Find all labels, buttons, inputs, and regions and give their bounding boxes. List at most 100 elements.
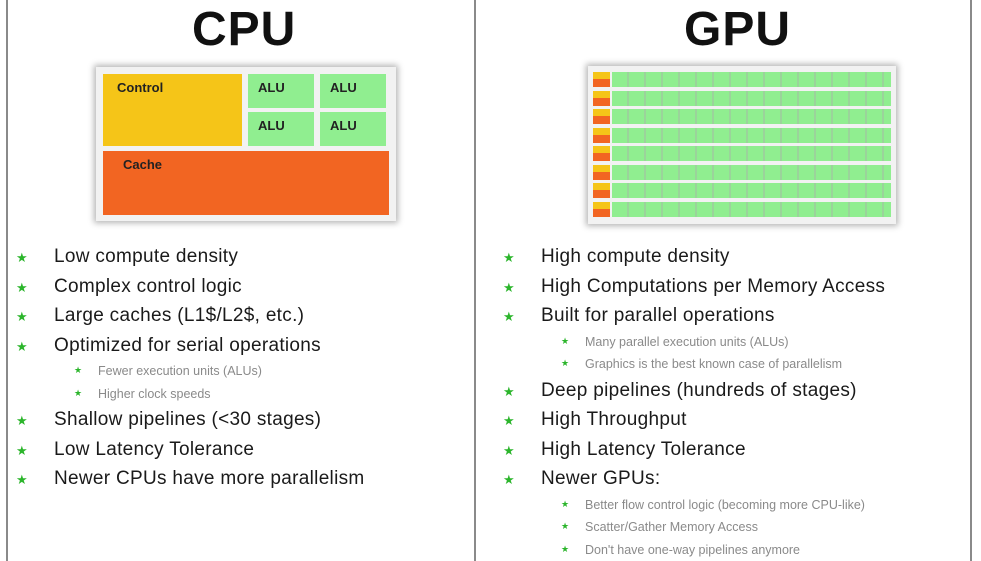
- star-icon: ★: [561, 543, 570, 554]
- gpu-core-row: [593, 109, 891, 124]
- gpu-bullet-text: Don't have one-way pipelines anymore: [585, 542, 801, 557]
- gpu-bullet-item: ★ Don't have one-way pipelines anymore: [561, 542, 801, 557]
- cpu-bullet-item: ★ Complex control logic: [16, 275, 242, 298]
- star-icon: ★: [16, 279, 28, 295]
- gpu-core-row: [593, 146, 891, 161]
- gpu-bullet-text: Built for parallel operations: [541, 305, 775, 326]
- gpu-bullet-text: Graphics is the best known case of paral…: [585, 357, 843, 371]
- cpu-bullet-text: Low Latency Tolerance: [54, 438, 255, 460]
- gpu-alu-strip: [612, 90, 891, 106]
- gpu-bullet-text: High compute density: [541, 246, 730, 267]
- gpu-core-row: [593, 90, 891, 106]
- left-border: [6, 0, 8, 561]
- gpu-bullet-item: ★ High Latency Tolerance: [503, 438, 746, 461]
- star-icon: ★: [16, 250, 28, 265]
- gpu-title: GPU: [684, 3, 792, 56]
- gpu-bullet-item: ★ Scatter/Gather Memory Access: [561, 520, 758, 534]
- star-icon: ★: [561, 335, 570, 346]
- star-icon: ★: [16, 309, 28, 324]
- cpu-title: CPU: [192, 3, 297, 56]
- star-icon: ★: [74, 387, 83, 398]
- cpu-diagram: Control ALU ALU ALU ALU Cache: [96, 67, 396, 221]
- right-border: [970, 0, 972, 561]
- cpu-cache-block: Cache: [103, 151, 389, 215]
- gpu-bullet-text: Better flow control logic (becoming more…: [585, 497, 865, 512]
- gpu-bullet-item: ★ Newer GPUs:: [503, 468, 661, 490]
- cpu-bullet-item: ★ Fewer execution units (ALUs): [74, 364, 262, 378]
- gpu-core-row: [593, 127, 891, 143]
- center-divider: [474, 0, 476, 561]
- cpu-bullet-item: ★ Newer CPUs have more parallelism: [16, 468, 365, 490]
- gpu-bullet-item: ★ Graphics is the best known case of para…: [561, 357, 843, 371]
- cpu-alu-block: ALU: [248, 74, 314, 108]
- cpu-alu-block: ALU: [320, 112, 386, 146]
- cpu-bullet-item: ★ Large caches (L1$/L2$, etc.): [16, 305, 305, 327]
- gpu-alu-strip: [612, 201, 891, 217]
- gpu-core-row: [593, 183, 891, 198]
- cpu-bullet-text: Optimized for serial operations: [54, 334, 321, 356]
- gpu-panel: GPU: [476, 0, 970, 561]
- star-icon: ★: [503, 309, 515, 324]
- gpu-core-row: [593, 72, 891, 87]
- gpu-bullet-item: ★ Deep pipelines (hundreds of stages): [503, 379, 857, 402]
- cpu-bullet-item: ★ Shallow pipelines (<30 stages): [16, 409, 322, 431]
- star-icon: ★: [503, 383, 515, 399]
- star-icon: ★: [16, 413, 28, 428]
- star-icon: ★: [74, 365, 83, 375]
- star-icon: ★: [16, 338, 28, 354]
- cpu-bullet-text: Shallow pipelines (<30 stages): [54, 409, 322, 430]
- gpu-bullet-text: Deep pipelines (hundreds of stages): [541, 379, 857, 401]
- star-icon: ★: [16, 472, 28, 487]
- gpu-bullet-item: ★ Built for parallel operations: [503, 305, 775, 327]
- cpu-bullet-item: ★ Low Latency Tolerance: [16, 438, 255, 461]
- star-icon: ★: [503, 250, 515, 265]
- gpu-bullet-item: ★ Many parallel execution units (ALUs): [561, 334, 789, 349]
- cpu-control-block: Control: [103, 74, 242, 146]
- cpu-alu-block: ALU: [320, 74, 386, 108]
- gpu-control-cache-block: [593, 164, 610, 180]
- gpu-control-cache-block: [593, 201, 610, 217]
- gpu-control-cache-block: [593, 146, 610, 161]
- gpu-alu-strip: [612, 72, 891, 87]
- gpu-alu-strip: [612, 183, 891, 198]
- star-icon: ★: [503, 413, 515, 428]
- cpu-alu-block: ALU: [248, 112, 314, 146]
- cpu-bullet-text: Complex control logic: [54, 275, 242, 297]
- cpu-bullet-text: Low compute density: [54, 246, 239, 267]
- star-icon: ★: [16, 442, 28, 458]
- gpu-bullet-item: ★ High Computations per Memory Access: [503, 275, 886, 298]
- star-icon: ★: [503, 472, 515, 487]
- gpu-bullet-item: ★ High Throughput: [503, 409, 687, 431]
- cpu-bullet-text: Higher clock speeds: [98, 386, 211, 401]
- cpu-bullet-item: ★ Optimized for serial operations: [16, 334, 321, 357]
- gpu-bullet-text: Scatter/Gather Memory Access: [585, 520, 758, 534]
- gpu-diagram: [588, 66, 896, 224]
- cpu-bullet-text: Fewer execution units (ALUs): [98, 364, 262, 378]
- star-icon: ★: [503, 442, 515, 458]
- gpu-bullet-item: ★ High compute density: [503, 246, 730, 268]
- cpu-bullet-item: ★ Low compute density: [16, 246, 239, 268]
- gpu-control-cache-block: [593, 72, 610, 87]
- star-icon: ★: [503, 279, 515, 295]
- gpu-bullet-text: High Computations per Memory Access: [541, 275, 886, 297]
- gpu-control-cache-block: [593, 90, 610, 106]
- gpu-bullet-item: ★ Better flow control logic (becoming mor…: [561, 497, 865, 512]
- gpu-control-cache-block: [593, 109, 610, 124]
- cpu-panel: CPU: [8, 0, 474, 561]
- gpu-alu-strip: [612, 146, 891, 161]
- cpu-bullet-item: ★ Higher clock speeds: [74, 386, 211, 401]
- cpu-bullet-text: Newer CPUs have more parallelism: [54, 468, 365, 489]
- gpu-bullet-text: High Throughput: [541, 409, 687, 430]
- cpu-bullet-text: Large caches (L1$/L2$, etc.): [54, 305, 305, 326]
- star-icon: ★: [561, 358, 570, 368]
- gpu-bullet-text: Newer GPUs:: [541, 468, 661, 489]
- gpu-core-row: [593, 164, 891, 180]
- gpu-alu-strip: [612, 127, 891, 143]
- star-icon: ★: [561, 498, 570, 509]
- gpu-bullet-text: Many parallel execution units (ALUs): [585, 334, 789, 349]
- star-icon: ★: [561, 521, 570, 531]
- gpu-core-row: [593, 201, 891, 217]
- gpu-bullet-text: High Latency Tolerance: [541, 438, 746, 460]
- gpu-control-cache-block: [593, 127, 610, 143]
